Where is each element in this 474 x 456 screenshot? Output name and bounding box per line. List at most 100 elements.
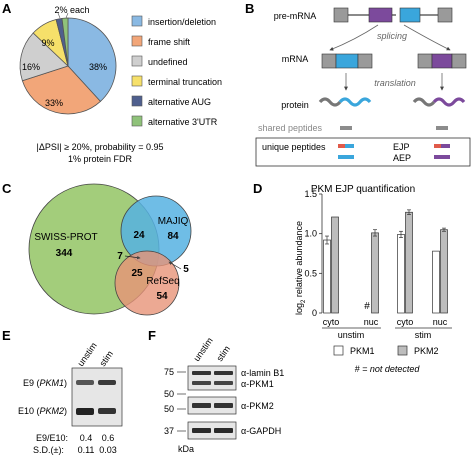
blot-pkm2: [187, 396, 237, 415]
ejp-label: EJP: [393, 142, 410, 152]
legend-pkm2: PKM2: [414, 346, 439, 356]
y-tick-label: 0.5: [304, 268, 317, 278]
ratio-value: 0.6: [102, 433, 115, 443]
category-label: cyto: [323, 317, 340, 327]
lane-label: unstim: [191, 336, 214, 363]
bar-pkm1: [432, 250, 440, 314]
exon-purple: [368, 7, 393, 23]
legend-swatch-pkm1: [333, 345, 344, 356]
lane-label: stim: [97, 349, 115, 368]
lane-label: unstim: [75, 341, 98, 368]
protein-right-purple: [432, 97, 466, 107]
chart-title: PKM EJP quantification: [311, 184, 415, 195]
pie-slice-insertion: [67, 17, 117, 102]
protein-left-blue: [338, 97, 372, 107]
venn-majiq-count: 84: [167, 231, 179, 242]
mrna-left: [321, 53, 373, 69]
splicing-label: splicing: [377, 31, 407, 41]
legend-label: alternative AUG: [148, 97, 211, 107]
ratio-value: 0.4: [80, 433, 93, 443]
pre-mrna-diagram: [333, 7, 453, 23]
kda-label: kDa: [178, 444, 194, 454]
antibody-label: α-PKM2: [241, 401, 274, 411]
bar-pkm2: [440, 229, 448, 314]
ratio-label: E9/E10:: [36, 433, 68, 443]
category-label: nuc: [433, 317, 448, 327]
pie-slice-frameshift: [21, 65, 101, 115]
caption-line2: 1% protein FDR: [68, 154, 133, 164]
legend-label: insertion/deletion: [148, 17, 216, 27]
antibody-label: α-PKM1: [241, 379, 274, 389]
exon-gray: [437, 7, 453, 23]
legend-label: undefined: [148, 57, 188, 67]
shared-peptide-right: [436, 126, 448, 130]
y-tick-label: 1.0: [304, 229, 317, 239]
band-e10-stim: [98, 408, 116, 414]
group-label: stim: [415, 330, 432, 340]
marker: 50: [164, 404, 174, 414]
bar-pkm1: [323, 239, 331, 314]
venn-refseq-count: 54: [156, 291, 168, 302]
translation-label: translation: [374, 78, 416, 88]
e10-label: E10 (PKM2): [18, 406, 67, 416]
bar-pkm2: [405, 211, 413, 314]
mrna-label: mRNA: [282, 54, 309, 64]
group-label: unstim: [338, 330, 365, 340]
sd-label: S.D.(±):: [33, 445, 64, 455]
legend-swatch: [131, 35, 143, 47]
venn-refseq-label: RefSeq: [146, 276, 179, 287]
pie-chart: [19, 17, 117, 115]
bar-pkm1: [397, 234, 405, 314]
pie-label-small: 2% each: [54, 5, 89, 15]
antibody-label: α-GAPDH: [241, 426, 281, 436]
sd-value: 0.03: [99, 445, 117, 455]
blot-lamin-pkm1: [187, 365, 237, 391]
venn-diagram: [28, 183, 192, 316]
venn-refseq: [114, 250, 180, 316]
shared-peptide-left: [340, 126, 352, 130]
venn-swissprot-refseq: 25: [131, 268, 143, 279]
lane-label: stim: [214, 344, 232, 363]
venn-swissprot-count: 344: [56, 248, 73, 259]
pie-label-undefined: 16%: [22, 62, 40, 72]
legend-swatch: [131, 115, 143, 127]
pie-label-insertion: 38%: [89, 62, 107, 72]
band-e9-unstim: [76, 380, 94, 385]
panel-label-e: E: [2, 328, 11, 343]
blot-gapdh: [187, 421, 237, 440]
chart-footnote: # = not detected: [355, 364, 421, 374]
y-tick-label: 1.5: [304, 189, 317, 199]
pre-mrna-label: pre-mRNA: [274, 11, 317, 21]
caption-line1: |ΔPSI| ≥ 20%, probability = 0.95: [37, 142, 164, 152]
pie-slice-alt-3utr: [61, 17, 69, 67]
protein-left-gray: [318, 97, 342, 107]
legend-swatch-pkm2: [397, 345, 408, 356]
unique-peptides-label: unique peptides: [262, 142, 326, 152]
bar-pkm2: [371, 232, 379, 314]
pie-legend: insertion/deletion frame shift undefined…: [131, 15, 222, 127]
shared-peptides-label: shared peptides: [258, 123, 323, 133]
legend-swatch: [131, 75, 143, 87]
pie-label-terminal: 9%: [41, 38, 54, 48]
venn-all-three: 7: [117, 251, 123, 262]
legend-label: frame shift: [148, 37, 191, 47]
venn-swissprot-label: SWISS-PROT: [34, 232, 97, 243]
gel-image-e: [71, 367, 123, 427]
panel-label-d: D: [253, 181, 262, 196]
exon-blue: [399, 7, 421, 23]
panel-label-f: F: [148, 328, 156, 343]
category-label: nuc: [364, 317, 379, 327]
sd-value: 0.11: [78, 445, 95, 455]
panel-label-c: C: [2, 181, 12, 196]
bar-pkm2: [331, 216, 339, 314]
band-e9-stim: [98, 380, 116, 385]
pie-label-frameshift: 33%: [45, 98, 63, 108]
band-e10-unstim: [76, 408, 94, 415]
legend-label: terminal truncation: [148, 77, 222, 87]
antibody-label: α-lamin B1: [241, 368, 284, 378]
chart-ylabel: log2 relative abundance: [294, 221, 307, 315]
bar-chart: 0 0.5 1.0 1.5 #: [304, 189, 448, 318]
panel-label-b: B: [245, 1, 254, 16]
pie-slice-undefined: [19, 32, 69, 82]
